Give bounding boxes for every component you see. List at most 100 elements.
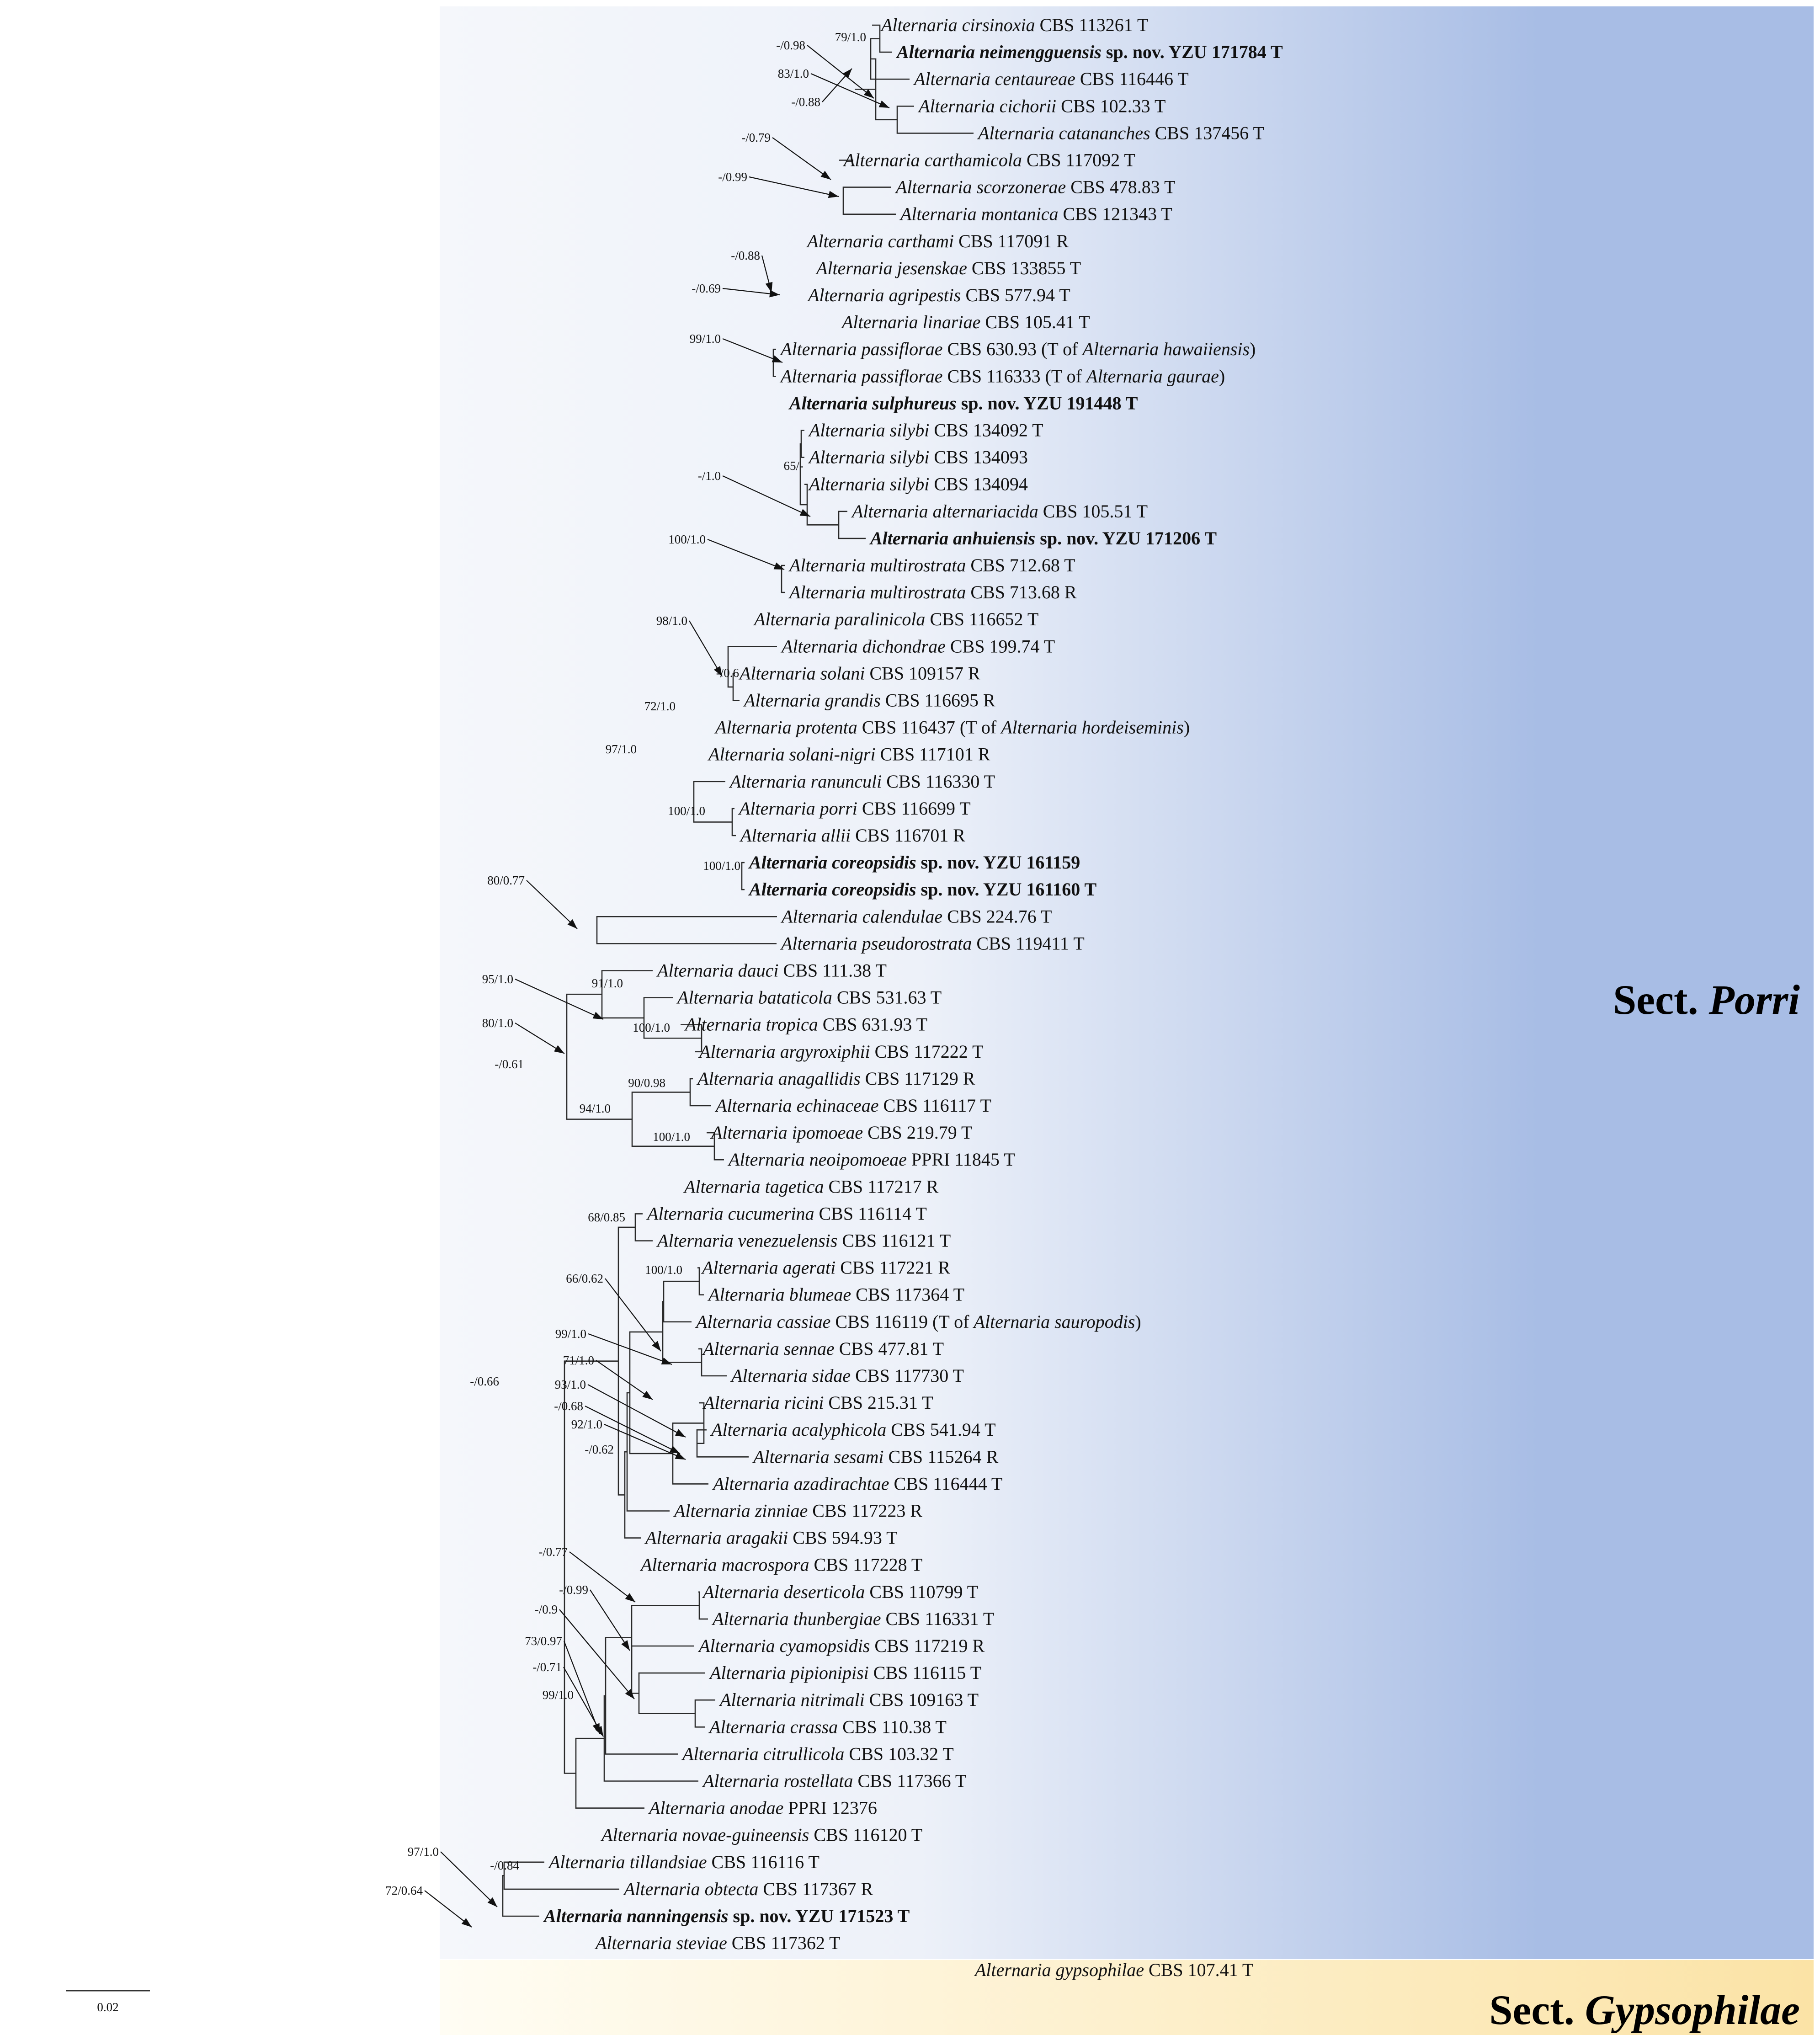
support-value: 100/1.0 <box>668 533 706 546</box>
voucher: CBS 109157 R <box>865 663 980 683</box>
voucher: CBS 630.93 (T of <box>942 339 1082 359</box>
tip-label: Alternaria silybi CBS 134093 <box>808 447 1028 468</box>
support-arrow-head <box>567 919 577 929</box>
taxon-name: Alternaria zinniae <box>673 1501 808 1521</box>
tip-label: Alternaria anodae PPRI 12376 <box>648 1798 877 1818</box>
tip-label: Alternaria echinaceae CBS 116117 T <box>714 1095 991 1116</box>
tip-labels: Alternaria cirsinoxia CBS 113261 TAltern… <box>543 15 1283 1980</box>
voucher: CBS 116117 T <box>879 1095 991 1116</box>
tip-label: Alternaria sulphureus sp. nov. YZU 19144… <box>788 393 1138 413</box>
voucher: CBS 133855 T <box>967 258 1081 278</box>
taxon-name: Alternaria allii <box>739 825 851 846</box>
support-value: -/0.99 <box>718 170 747 184</box>
tip-label: Alternaria alternariacida CBS 105.51 T <box>851 501 1148 522</box>
support-arrow-head <box>652 1341 661 1351</box>
sect-gypsophilae-label: Sect. Gypsophilae <box>1489 1987 1800 2033</box>
taxon-name: Alternaria citrullicola <box>681 1743 844 1764</box>
support-arrow <box>585 1406 681 1454</box>
taxon-name: Alternaria pipionipisi <box>708 1662 869 1683</box>
taxon-name: Alternaria obtecta <box>623 1879 758 1899</box>
support-value: 100/1.0 <box>645 1263 682 1277</box>
support-value: -/0.71 <box>532 1660 562 1674</box>
tip-label: Alternaria catananches CBS 137456 T <box>977 123 1264 143</box>
taxon-name: Alternaria sennae <box>702 1338 835 1359</box>
taxon-name: Alternaria agripestis <box>807 285 961 305</box>
voucher: CBS 117223 R <box>808 1501 922 1521</box>
support-arrow <box>559 1609 635 1699</box>
voucher: CBS 116121 T <box>837 1231 951 1251</box>
synonym-name: Alternaria sauropodis <box>972 1311 1135 1332</box>
tip-label: Alternaria azadirachtae CBS 116444 T <box>712 1473 1002 1494</box>
tip-label: Alternaria montanica CBS 121343 T <box>899 204 1172 224</box>
support-arrow <box>515 978 604 1020</box>
support-value: 73/0.97 <box>525 1634 562 1648</box>
voucher: CBS 116446 T <box>1075 69 1189 89</box>
taxon-name: Alternaria blumeae <box>707 1284 851 1305</box>
voucher: CBS 631.93 T <box>818 1014 927 1035</box>
voucher: CBS 116695 R <box>881 690 995 711</box>
support-value: 91/1.0 <box>592 976 623 990</box>
voucher-end: ) <box>1250 339 1256 359</box>
taxon-name: Alternaria neoipomoeae <box>727 1149 907 1170</box>
support-arrow-head <box>595 1726 603 1737</box>
support-value: -/0.98 <box>776 38 805 52</box>
voucher: CBS 117091 R <box>954 231 1069 251</box>
voucher: sp. nov. YZU 161159 <box>916 852 1080 873</box>
taxon-name: Alternaria steviae <box>594 1933 727 1953</box>
taxon-name: Alternaria grandis <box>743 690 881 711</box>
voucher: CBS 117366 T <box>853 1771 967 1791</box>
voucher: CBS 116119 (T of <box>830 1311 974 1332</box>
support-value: 100/1.0 <box>653 1130 690 1144</box>
support-value: 66/0.62 <box>566 1272 603 1285</box>
support-value: 80/0.77 <box>487 874 525 887</box>
support-arrow-head <box>772 355 782 362</box>
taxon-name: Alternaria sulphureus <box>788 393 957 413</box>
voucher: CBS 113261 T <box>1035 15 1149 35</box>
voucher: CBS 116330 T <box>882 771 995 792</box>
synonym-name: Alternaria hawaiiensis <box>1081 339 1250 359</box>
tip-label: Alternaria steviae CBS 117362 T <box>594 1933 841 1953</box>
voucher: CBS 116333 (T of <box>942 366 1086 386</box>
taxon-name: Alternaria silybi <box>808 474 929 495</box>
taxon-name: Alternaria multirostrata <box>788 582 966 602</box>
taxon-name: Alternaria scorzonerae <box>894 177 1066 197</box>
voucher: CBS 117219 R <box>870 1635 985 1656</box>
tip-label: Alternaria nanningensis sp. nov. YZU 171… <box>543 1906 910 1926</box>
taxon-name: Alternaria cirsinoxia <box>880 15 1035 35</box>
taxon-name: Alternaria deserticola <box>702 1582 865 1602</box>
tip-label: Alternaria silybi CBS 134094 <box>808 474 1028 495</box>
tip-label: Alternaria sennae CBS 477.81 T <box>702 1338 944 1359</box>
tip-label: Alternaria cyamopsidis CBS 117219 R <box>697 1635 985 1656</box>
tip-label: Alternaria cirsinoxia CBS 113261 T <box>880 15 1148 35</box>
voucher: CBS 478.83 T <box>1066 177 1175 197</box>
support-value: -/0.84 <box>490 1859 519 1872</box>
tip-label: Alternaria passiflorae CBS 630.93 (T of … <box>779 339 1256 359</box>
taxon-name: Alternaria montanica <box>899 204 1059 224</box>
support-value: 98/1.0 <box>656 614 687 628</box>
voucher: CBS 117217 R <box>824 1176 939 1197</box>
taxon-name: Alternaria bataticola <box>676 987 832 1008</box>
support-arrow <box>588 1333 672 1365</box>
tip-label: Alternaria multirostrata CBS 712.68 T <box>788 555 1075 575</box>
taxon-name: Alternaria dichondrae <box>780 636 946 656</box>
support-value: -/0.61 <box>495 1057 524 1071</box>
taxon-name: Alternaria solani-nigri <box>707 744 876 765</box>
taxon-name: Alternaria tillandsiae <box>548 1852 707 1872</box>
taxon-name: Alternaria ricini <box>702 1392 824 1413</box>
voucher: CBS 117129 R <box>861 1068 975 1089</box>
support-value: -/0.66 <box>470 1374 499 1388</box>
taxon-name: Alternaria anagallidis <box>696 1068 861 1089</box>
support-arrow-head <box>863 89 874 98</box>
support-value: 94/1.0 <box>580 1102 611 1115</box>
support-value: 93/1.0 <box>555 1378 586 1391</box>
taxon-name: Alternaria pseudorostrata <box>780 933 972 954</box>
taxon-name: Alternaria cichorii <box>917 96 1056 116</box>
taxon-name: Alternaria paralinicola <box>753 609 925 629</box>
tree-branch <box>799 443 807 506</box>
sect-porri-label: Sect. Porri <box>1613 976 1800 1023</box>
taxon-name: Alternaria gypsophilae <box>974 1960 1144 1980</box>
support-arrow-head <box>661 1357 672 1364</box>
tip-label: Alternaria solani CBS 109157 R <box>738 663 980 683</box>
support-arrow-head <box>820 170 831 180</box>
support-value: -/0.9 <box>535 1603 558 1616</box>
